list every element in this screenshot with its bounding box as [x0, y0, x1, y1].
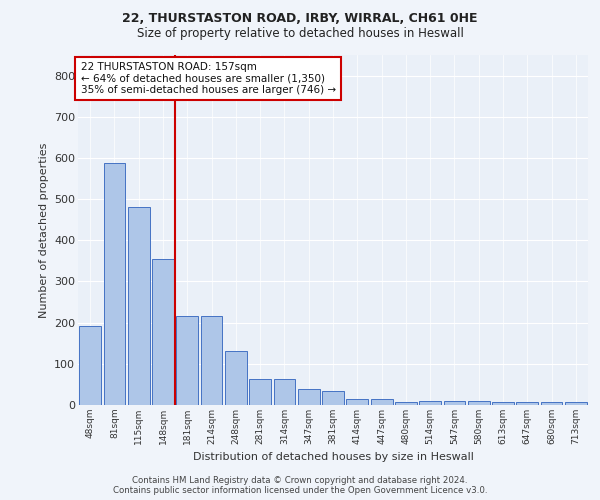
Bar — [200, 316, 223, 405]
Text: Contains public sector information licensed under the Open Government Licence v3: Contains public sector information licen… — [113, 486, 487, 495]
Bar — [322, 392, 344, 405]
Bar — [371, 399, 392, 405]
Text: Size of property relative to detached houses in Heswall: Size of property relative to detached ho… — [137, 28, 463, 40]
Text: Contains HM Land Registry data © Crown copyright and database right 2024.: Contains HM Land Registry data © Crown c… — [132, 476, 468, 485]
Bar — [419, 401, 441, 405]
Y-axis label: Number of detached properties: Number of detached properties — [38, 142, 49, 318]
Bar — [104, 163, 125, 405]
Bar — [395, 402, 417, 405]
Bar — [128, 208, 149, 405]
Bar — [176, 316, 198, 405]
Text: 22, THURSTASTON ROAD, IRBY, WIRRAL, CH61 0HE: 22, THURSTASTON ROAD, IRBY, WIRRAL, CH61… — [122, 12, 478, 26]
Bar — [443, 401, 466, 405]
Bar — [225, 352, 247, 405]
Bar — [468, 401, 490, 405]
Bar — [492, 402, 514, 405]
Bar — [541, 402, 562, 405]
Bar — [79, 326, 101, 405]
Bar — [346, 399, 368, 405]
Bar — [249, 380, 271, 405]
Bar — [517, 402, 538, 405]
Bar — [152, 259, 174, 405]
Bar — [298, 388, 320, 405]
Bar — [274, 380, 295, 405]
Text: 22 THURSTASTON ROAD: 157sqm
← 64% of detached houses are smaller (1,350)
35% of : 22 THURSTASTON ROAD: 157sqm ← 64% of det… — [80, 62, 335, 95]
Bar — [565, 402, 587, 405]
X-axis label: Distribution of detached houses by size in Heswall: Distribution of detached houses by size … — [193, 452, 473, 462]
